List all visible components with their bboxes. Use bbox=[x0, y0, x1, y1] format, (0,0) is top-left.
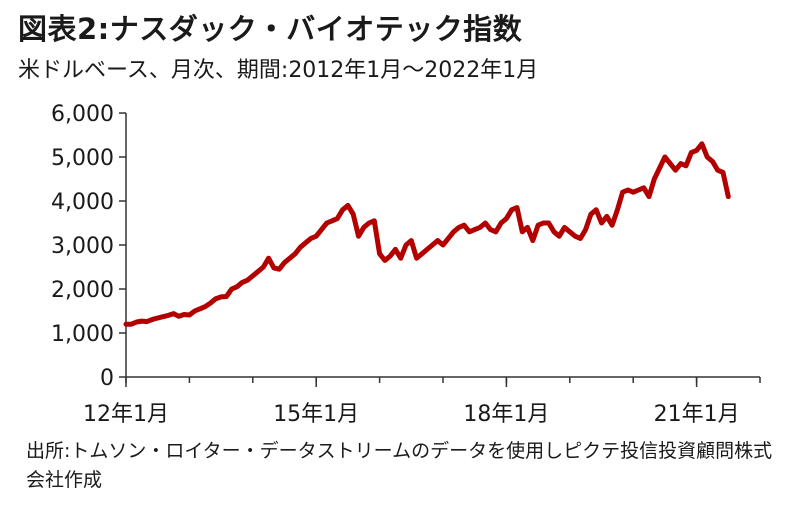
chart-subtitle: 米ドルベース、月次、期間:2012年1月〜2022年1月 bbox=[18, 58, 539, 83]
y-tick-label: 5,000 bbox=[51, 146, 114, 171]
chart-title: 図表2:ナスダック・バイオテック指数 bbox=[18, 12, 523, 46]
series-line bbox=[123, 141, 731, 327]
x-tick-label: 21年1月 bbox=[654, 402, 740, 427]
x-tick-label: 12年1月 bbox=[83, 402, 169, 427]
y-tick-label: 4,000 bbox=[51, 190, 114, 215]
source-note: 出所:トムソン・ロイター・データストリームのデータを使用しピクテ投信投資顧問株式… bbox=[26, 440, 773, 491]
y-tick-label: 0 bbox=[100, 366, 114, 391]
y-tick-label: 1,000 bbox=[51, 322, 114, 347]
y-tick-label: 6,000 bbox=[51, 102, 114, 127]
x-tick-label: 18年1月 bbox=[463, 402, 549, 427]
x-tick-label: 15年1月 bbox=[273, 402, 359, 427]
y-tick-label: 2,000 bbox=[51, 278, 114, 303]
y-tick-label: 3,000 bbox=[51, 234, 114, 259]
